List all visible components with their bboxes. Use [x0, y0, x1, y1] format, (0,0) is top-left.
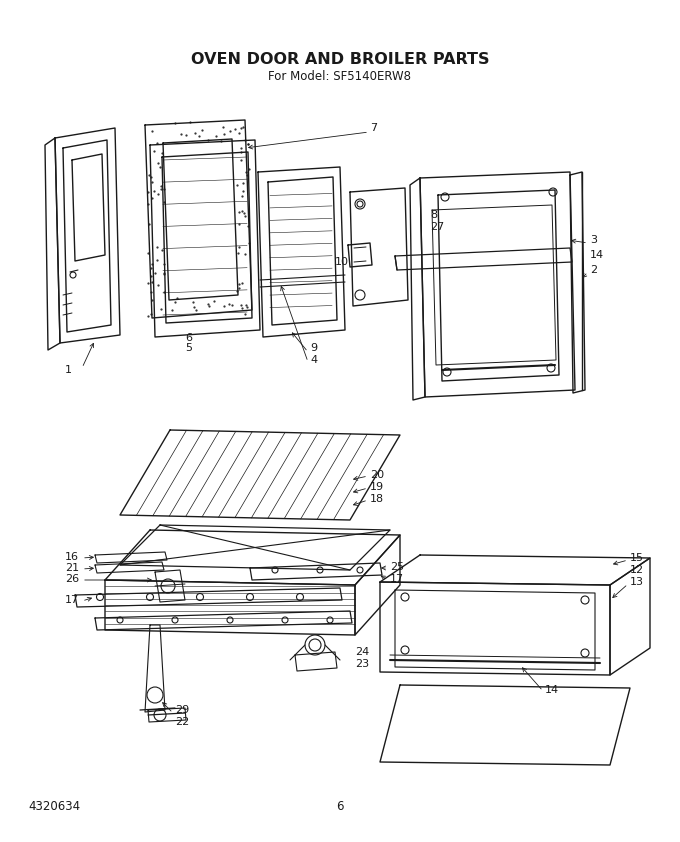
Text: 25: 25 — [390, 562, 404, 572]
Text: 29: 29 — [175, 705, 189, 715]
Text: 27: 27 — [430, 222, 444, 232]
Text: 4320634: 4320634 — [28, 800, 80, 813]
Text: 18: 18 — [370, 494, 384, 504]
Text: 4: 4 — [310, 355, 317, 365]
Text: 22: 22 — [175, 717, 189, 727]
Text: 13: 13 — [630, 577, 644, 587]
Text: For Model: SF5140ERW8: For Model: SF5140ERW8 — [269, 70, 411, 83]
Text: 7: 7 — [370, 123, 377, 133]
Text: 10: 10 — [335, 257, 349, 267]
Text: 26: 26 — [65, 574, 79, 584]
Text: 24: 24 — [355, 647, 369, 657]
Text: OVEN DOOR AND BROILER PARTS: OVEN DOOR AND BROILER PARTS — [191, 52, 489, 67]
Text: 2: 2 — [590, 265, 597, 275]
Text: 23: 23 — [355, 659, 369, 669]
Text: 16: 16 — [65, 552, 79, 562]
Text: 6: 6 — [336, 800, 344, 813]
Text: 6: 6 — [185, 333, 192, 343]
Text: 21: 21 — [65, 563, 79, 573]
Text: 12: 12 — [630, 565, 644, 575]
Text: 14: 14 — [590, 250, 604, 260]
Text: 5: 5 — [185, 343, 192, 353]
Text: 17: 17 — [65, 595, 79, 605]
Text: 19: 19 — [370, 482, 384, 492]
Text: 1: 1 — [65, 365, 72, 375]
Text: 14: 14 — [545, 685, 559, 695]
Text: 8: 8 — [430, 210, 437, 220]
Text: 20: 20 — [370, 470, 384, 480]
Text: 15: 15 — [630, 553, 644, 563]
Text: 17: 17 — [390, 574, 404, 584]
Text: 3: 3 — [590, 235, 597, 245]
Text: 9: 9 — [310, 343, 317, 353]
